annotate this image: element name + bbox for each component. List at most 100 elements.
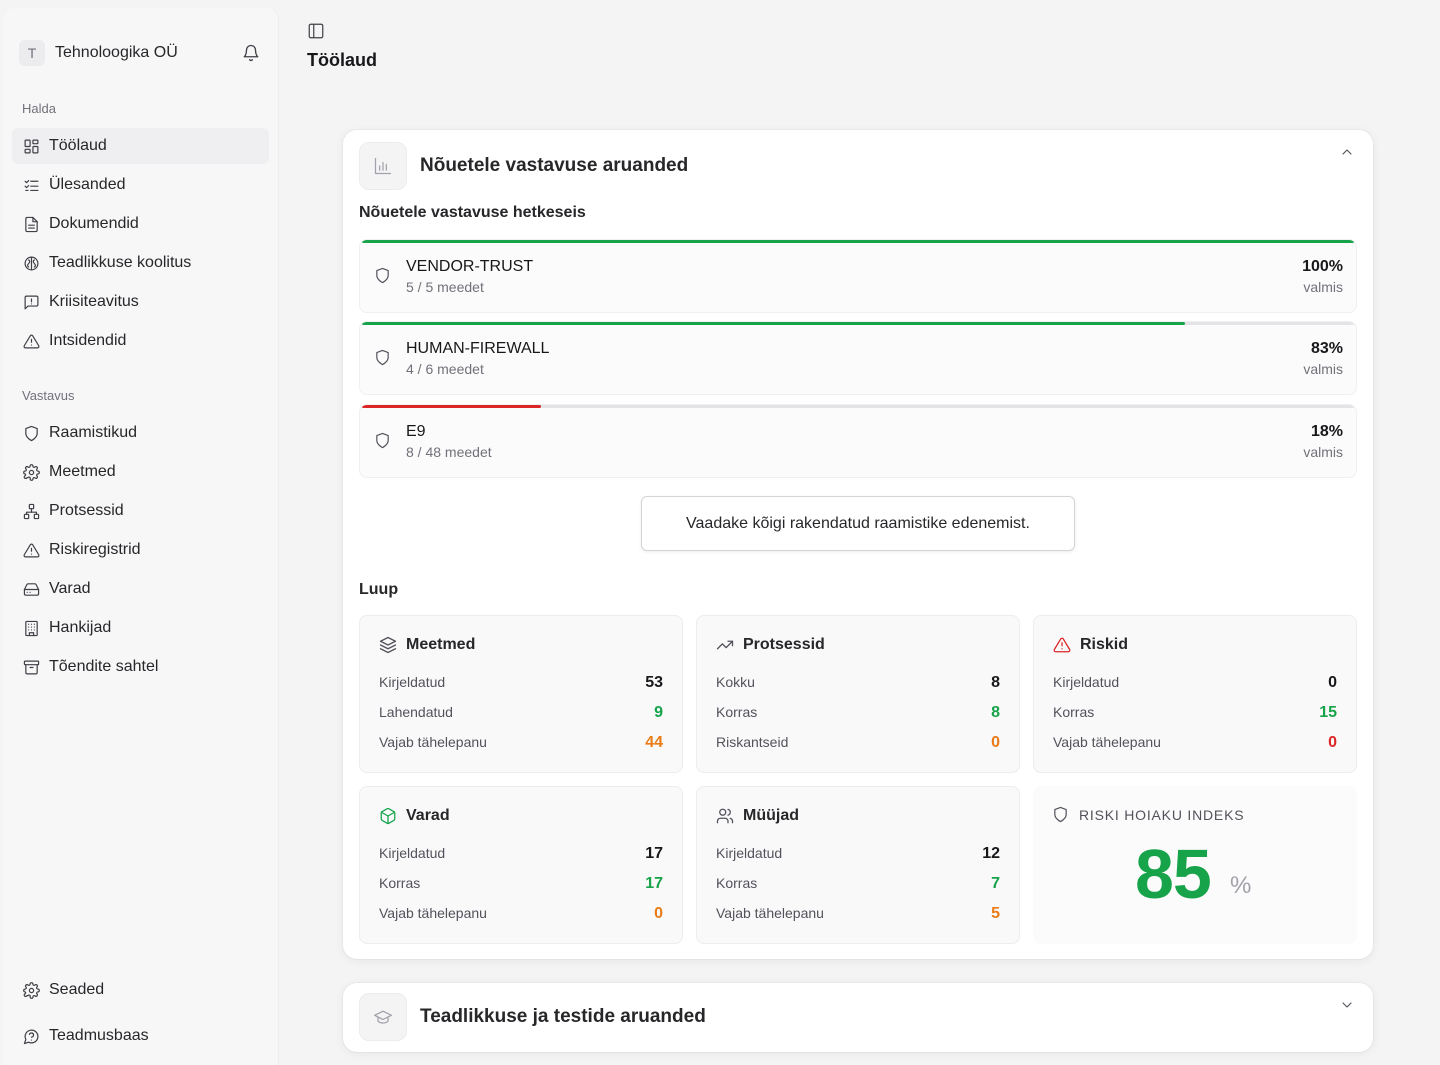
help-icon (22, 1027, 40, 1045)
section-label-halda: Halda (22, 101, 56, 116)
card-title: Nõuetele vastavuse aruanded (420, 155, 689, 176)
progress-fill (362, 240, 1354, 243)
stat-title: Riskid (1080, 636, 1129, 653)
stat-value: 17 (645, 845, 663, 862)
warning-icon (1053, 637, 1071, 653)
framework-percent: 100% (1302, 258, 1343, 275)
stat-label: Lahendatud (379, 704, 453, 720)
stat-value: 12 (982, 845, 1000, 862)
sidebar-item-crisis[interactable]: Kriisiteavitus (12, 284, 269, 320)
warning-icon (22, 332, 40, 350)
stat-card-processes[interactable]: Protsessid Kokku 8 Korras 8 Riskantseid 0 (696, 615, 1020, 773)
stat-value: 0 (1328, 734, 1337, 751)
org-name: Tehnoloogika OÜ (55, 44, 178, 61)
stat-value: 8 (991, 704, 1000, 721)
framework-controls: 5 / 5 meedet (406, 279, 484, 295)
drive-icon (22, 580, 40, 598)
card-header[interactable]: Teadlikkuse ja testide aruanded (359, 993, 706, 1041)
bell-icon[interactable] (240, 42, 262, 64)
sidebar-item-dashboard[interactable]: Töölaud (12, 128, 269, 164)
stat-card-vendors[interactable]: Müüjad Kirjeldatud 12 Korras 7 Vajab tähel… (696, 786, 1020, 944)
stat-card-assets[interactable]: Varad Kirjeldatud 17 Korras 17 Vajab tähel… (359, 786, 683, 944)
dashboard-icon (22, 137, 40, 155)
compliance-status-title: Nõuetele vastavuse hetkeseis (359, 204, 586, 221)
stat-value: 15 (1319, 704, 1337, 721)
stat-label: Vajab tähelepanu (379, 905, 487, 921)
framework-row[interactable]: HUMAN-FIREWALL 4 / 6 meedet 83% valmis (359, 321, 1357, 395)
sidebar-item-evidence[interactable]: Tõendite sahtel (12, 649, 269, 685)
overview-title: Luup (359, 581, 399, 598)
sidebar-item-label: Varad (49, 580, 91, 597)
sidebar-item-vendors[interactable]: Hankijad (12, 610, 269, 646)
shield-icon (1054, 806, 1067, 823)
sidebar-item-risk-registers[interactable]: Riskiregistrid (12, 532, 269, 568)
card-header[interactable]: Nõuetele vastavuse aruanded (359, 142, 688, 190)
card-title: Teadlikkuse ja testide aruanded (420, 1006, 706, 1027)
stat-card-risks[interactable]: Riskid Kirjeldatud 0 Korras 15 Vajab tähel… (1033, 615, 1357, 773)
framework-row[interactable]: VENDOR-TRUST 5 / 5 meedet 100% valmis (359, 239, 1357, 313)
tasks-icon (22, 176, 40, 194)
stat-label: Korras (716, 875, 758, 891)
stat-value: 0 (1328, 674, 1337, 691)
awareness-reports-card: Teadlikkuse ja testide aruanded (343, 983, 1373, 1052)
sidebar-item-controls[interactable]: Meetmed (12, 454, 269, 490)
risk-index-label: RISKI HOIAKU INDEKS (1079, 806, 1245, 823)
framework-name: HUMAN-FIREWALL (406, 340, 550, 357)
stat-label: Korras (379, 875, 421, 891)
shield-icon (374, 349, 392, 367)
shield-icon (374, 267, 392, 285)
brain-icon (22, 254, 40, 272)
stat-value: 0 (654, 905, 663, 922)
box-icon (380, 807, 396, 825)
chevron-down-icon[interactable] (1339, 997, 1355, 1013)
stat-value: 7 (991, 875, 1000, 892)
users-icon (716, 808, 734, 824)
chevron-up-icon[interactable] (1339, 144, 1355, 160)
sidebar-item-assets[interactable]: Varad (12, 571, 269, 607)
sidebar-item-label: Tõendite sahtel (49, 658, 159, 675)
stat-value: 53 (645, 674, 663, 691)
risk-index-unit: % (1230, 872, 1252, 899)
stat-label: Kirjeldatud (379, 845, 446, 861)
stat-card-controls[interactable]: Meetmed Kirjeldatud 53 Lahendatud 9 Vajab … (359, 615, 683, 773)
main-header: Töölaud (307, 22, 377, 71)
framework-percent: 83% (1310, 340, 1343, 357)
sidebar-item-tasks[interactable]: Ülesanded (12, 167, 269, 203)
stat-label: Vajab tähelepanu (379, 734, 487, 750)
stat-label: Vajab tähelepanu (716, 905, 824, 921)
sidebar-item-processes[interactable]: Protsessid (12, 493, 269, 529)
sidebar-item-label: Hankijad (49, 619, 112, 636)
stat-title: Protsessid (743, 636, 825, 653)
stat-label: Kirjeldatud (1053, 674, 1120, 690)
sidebar-toggle-icon[interactable] (307, 22, 327, 42)
nav-halda: Töölaud Ülesanded Dokumendid Teadlikkuse… (12, 128, 269, 362)
sidebar-item-incidents[interactable]: Intsidendid (12, 323, 269, 359)
compliance-reports-card: Nõuetele vastavuse aruanded Nõuetele vas… (343, 130, 1373, 959)
archive-icon (22, 658, 40, 676)
progress-fill (362, 322, 1186, 325)
stat-label: Kokku (716, 674, 755, 690)
view-all-frameworks-button[interactable]: Vaadake kõigi rakendatud raamistike eden… (641, 496, 1075, 551)
stat-label: Riskantseid (716, 734, 789, 750)
stat-label: Kirjeldatud (716, 845, 783, 861)
org-switcher[interactable]: T Tehnoloogika OÜ (19, 38, 262, 68)
page-title: Töölaud (307, 50, 377, 70)
sidebar-item-training[interactable]: Teadlikkuse koolitus (12, 245, 269, 281)
framework-name: VENDOR-TRUST (406, 258, 534, 275)
stat-label: Vajab tähelepanu (1053, 734, 1161, 750)
sidebar-item-label: Intsidendid (49, 332, 127, 349)
progress-track (362, 405, 1354, 408)
stat-value: 8 (991, 674, 1000, 691)
sidebar-item-knowledge-base[interactable]: Teadmusbaas (12, 1018, 269, 1054)
sidebar-item-settings[interactable]: Seaded (12, 972, 269, 1008)
framework-row[interactable]: E9 8 / 48 meedet 18% valmis (359, 404, 1357, 478)
framework-status: valmis (1303, 279, 1343, 295)
stat-label: Korras (1053, 704, 1095, 720)
sidebar-item-documents[interactable]: Dokumendid (12, 206, 269, 242)
sidebar-item-label: Raamistikud (49, 424, 138, 441)
shield-icon (374, 432, 392, 450)
stat-value: 17 (645, 875, 663, 892)
framework-percent: 18% (1310, 423, 1343, 440)
sidebar-item-frameworks[interactable]: Raamistikud (12, 415, 269, 451)
sidebar-item-label: Teadlikkuse koolitus (49, 254, 192, 271)
